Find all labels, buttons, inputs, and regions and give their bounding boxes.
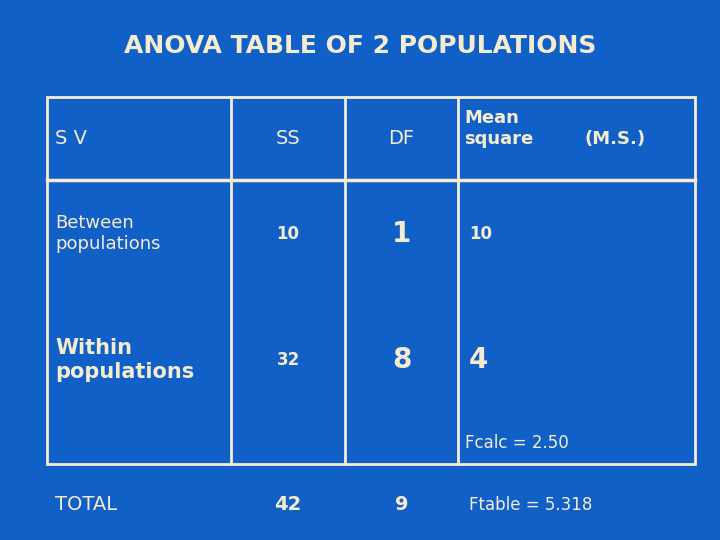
Text: 9: 9 bbox=[395, 495, 408, 515]
Text: 10: 10 bbox=[469, 225, 492, 243]
Text: 32: 32 bbox=[276, 351, 300, 369]
Text: 4: 4 bbox=[469, 346, 488, 374]
Bar bbox=[47, 97, 695, 464]
Text: Mean
square: Mean square bbox=[464, 110, 534, 148]
Text: SS: SS bbox=[276, 129, 300, 148]
Text: S V: S V bbox=[55, 129, 87, 148]
Text: 8: 8 bbox=[392, 346, 411, 374]
Text: Ftable = 5.318: Ftable = 5.318 bbox=[469, 496, 593, 514]
Text: (M.S.): (M.S.) bbox=[585, 130, 645, 147]
Text: DF: DF bbox=[389, 129, 415, 148]
Text: 10: 10 bbox=[276, 225, 300, 243]
Text: Within
populations: Within populations bbox=[55, 339, 194, 382]
Text: 1: 1 bbox=[392, 220, 411, 248]
Text: ANOVA TABLE OF 2 POPULATIONS: ANOVA TABLE OF 2 POPULATIONS bbox=[124, 34, 596, 58]
Text: TOTAL: TOTAL bbox=[55, 495, 117, 515]
Text: Between
populations: Between populations bbox=[55, 214, 161, 253]
Text: Fcalc = 2.50: Fcalc = 2.50 bbox=[465, 434, 570, 452]
Text: 42: 42 bbox=[274, 495, 302, 515]
